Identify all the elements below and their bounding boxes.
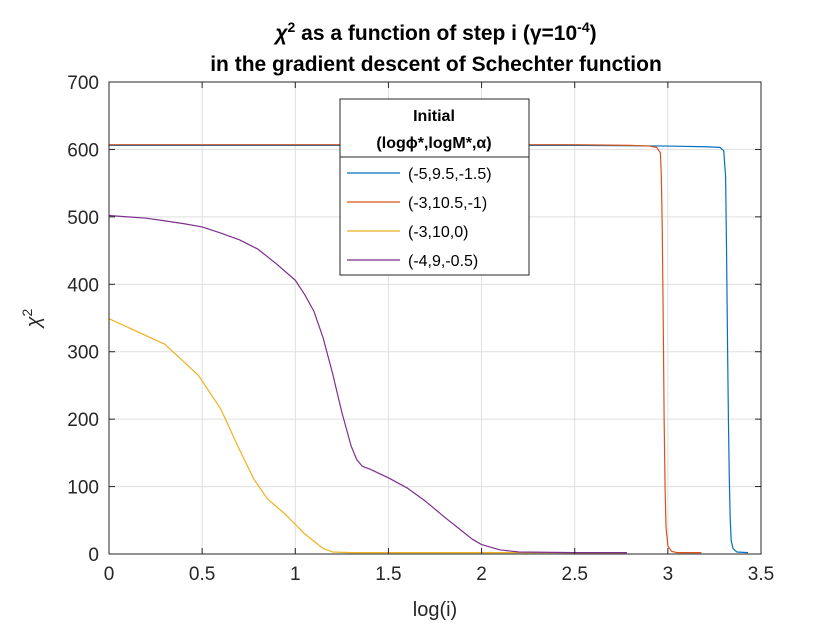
series-line-1 [109,144,748,554]
chart-title-line1: χ2 as a function of step i (γ=10-4) [273,19,596,45]
x-tick-label: 0.5 [189,564,215,585]
legend-label-1: (-5,9.5,-1.5) [408,166,492,183]
y-tick-label: 500 [67,208,99,229]
y-tick-label: 100 [67,478,99,499]
series-group [108,144,748,554]
x-tick-labels: 0 0.5 1 1.5 2 2.5 3 3.5 [104,564,775,585]
x-tick-label: 0 [104,564,115,585]
y-tick-labels: 0 100 200 300 400 500 600 700 [67,73,99,566]
x-axis-label: log(i) [413,599,457,621]
legend-label-3: (-3,10,0) [408,224,468,241]
series-line-3 [108,318,627,554]
x-tick-label: 2.5 [562,564,588,585]
x-tick-label: 1.5 [375,564,401,585]
legend-label-4: (-4,9,-0.5) [408,253,478,270]
x-tick-label: 3 [663,564,674,585]
y-tick-label: 300 [67,343,99,364]
y-tick-label: 200 [67,410,99,431]
legend-box [339,156,530,276]
y-tick-label: 0 [88,545,99,566]
legend-title-line2: (logϕ*,logM*,α) [376,135,491,152]
ticks [108,81,762,555]
series-line-4 [108,214,627,554]
chart-title-line2: in the gradient descent of Schechter fun… [210,53,662,76]
series-line-2 [109,144,702,554]
legend: Initial (logϕ*,logM*,α) (-5,9.5,-1.5) (-3… [339,98,530,276]
y-axis-label: χ2 [19,308,45,329]
legend-title-line1: Initial [413,108,455,125]
y-tick-label: 700 [67,73,99,94]
y-tick-label: 400 [67,275,99,296]
legend-label-2: (-3,10.5,-1) [408,195,487,212]
x-tick-label: 1 [290,564,301,585]
plot-frame [108,81,762,555]
x-tick-label: 3.5 [748,564,774,585]
legend-items: (-5,9.5,-1.5) (-3,10.5,-1) (-3,10,0) (-4,9,… [347,166,492,270]
y-tick-label: 600 [67,140,99,161]
x-tick-label: 2 [476,564,487,585]
legend-title-box [339,98,530,158]
